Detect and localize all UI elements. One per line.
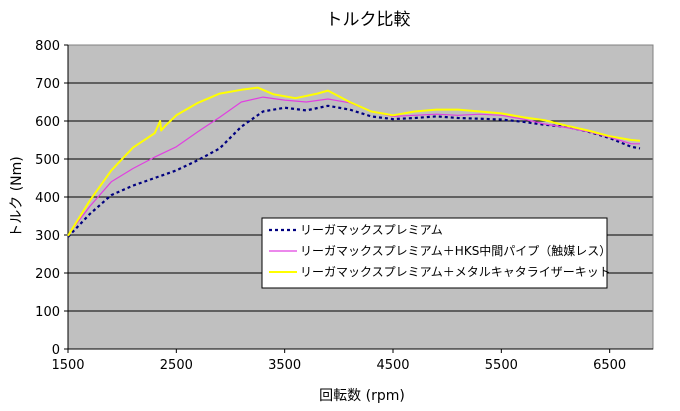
y-tick-label-800: 800: [35, 39, 60, 54]
y-tick-label-600: 600: [35, 115, 60, 130]
legend-label-2: リーガマックスプレミアム＋HKS中間パイプ（触媒レス）: [300, 243, 611, 258]
y-axis-label: トルク (Nm): [9, 156, 25, 237]
y-axis-ticks: 0 100 200 300 400 500 600 700 800: [35, 39, 68, 358]
y-tick-label-500: 500: [35, 153, 60, 168]
y-tick-label-300: 300: [35, 229, 60, 244]
legend-label-3: リーガマックスプレミアム＋メタルキャタライザーキット: [300, 265, 611, 279]
legend-label-1: リーガマックスプレミアム: [300, 223, 443, 237]
legend-box: [261, 217, 608, 289]
x-tick-label-5500: 5500: [485, 358, 518, 373]
x-tick-label-3500: 3500: [268, 358, 301, 373]
chart-title: トルク比較: [326, 10, 411, 30]
series-group: [67, 86, 641, 238]
y-tick-label-100: 100: [35, 305, 60, 320]
x-tick-label-2500: 2500: [160, 358, 193, 373]
y-tick-label-0: 0: [52, 343, 60, 358]
series-line-3: [67, 86, 641, 237]
y-tick-label-400: 400: [35, 191, 60, 206]
x-axis-label: 回転数 (rpm): [319, 388, 405, 404]
x-tick-label-1500: 1500: [51, 358, 84, 373]
x-tick-label-4500: 4500: [376, 358, 409, 373]
y-tick-label-200: 200: [35, 267, 60, 282]
y-tick-label-700: 700: [35, 77, 60, 92]
x-tick-label-6500: 6500: [593, 358, 626, 373]
x-axis-ticks: 1500 2500 3500 4500 5500 6500: [51, 349, 626, 373]
